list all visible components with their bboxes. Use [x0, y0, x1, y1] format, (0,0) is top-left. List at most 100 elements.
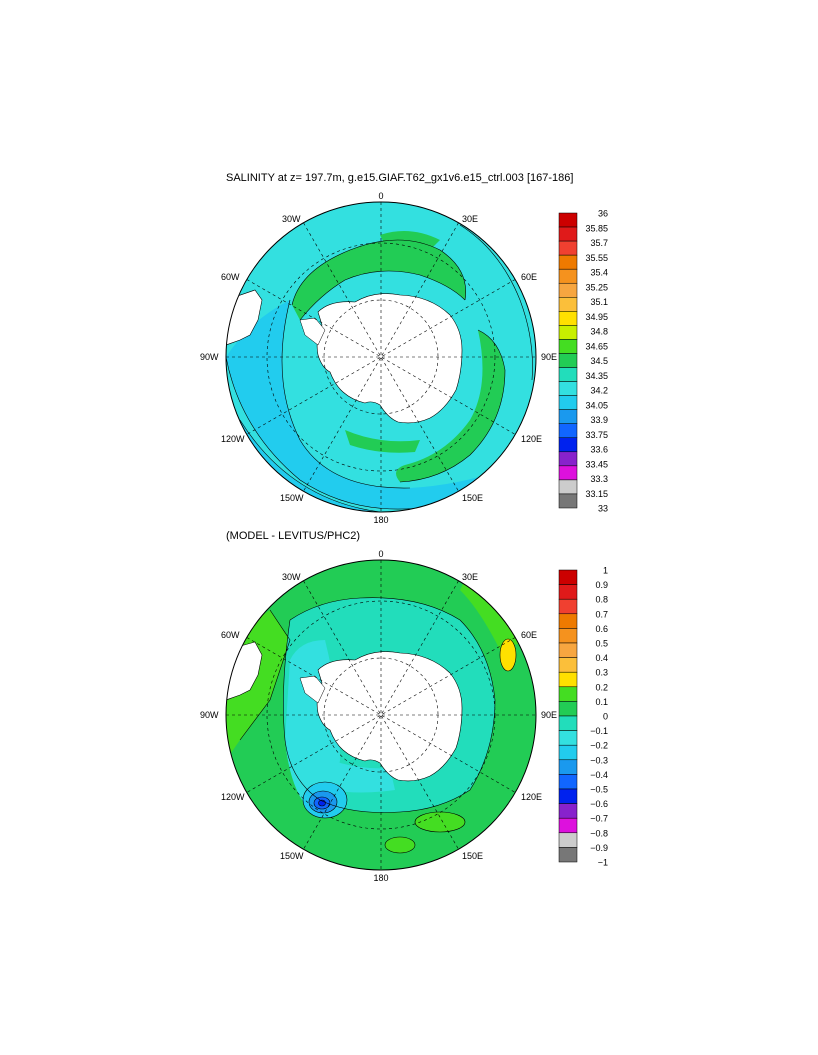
colorbar-swatch [558, 325, 578, 340]
graticule [226, 202, 536, 512]
acc-band-pacific [345, 430, 420, 453]
acc-band-atlantic [292, 240, 466, 320]
colorbar-tick-label: 0.9 [595, 580, 608, 590]
colorbar-swatch [558, 311, 578, 326]
colorbar-tick-label: 0.5 [595, 639, 608, 649]
colorbar-tick-label: 34.2 [590, 386, 608, 396]
lon-label: 90W [200, 352, 219, 362]
colorbar-tick-label: 34.35 [585, 371, 608, 381]
colorbar-tick-label: −0.1 [590, 726, 608, 736]
colorbar-swatch [558, 715, 578, 731]
colorbar-swatch [558, 353, 578, 368]
antarctic-peninsula [299, 317, 326, 346]
colorbar-tick-label: −0.5 [590, 785, 608, 795]
colorbar-tick-label: 35.85 [585, 223, 608, 233]
lon-label: 30E [462, 572, 478, 582]
negative-anomaly-ross [330, 760, 395, 793]
colorbar-swatch [558, 832, 578, 848]
colorbar-swatch [558, 297, 578, 312]
colorbar-swatch [558, 803, 578, 819]
colorbar-swatch [558, 381, 578, 396]
lon-label: 180 [373, 515, 388, 525]
colorbar-swatch [558, 584, 578, 600]
colorbar-tick-label: 34.5 [590, 356, 608, 366]
lon-label: 60W [221, 272, 240, 282]
colorbar-swatch [558, 817, 578, 834]
antarctica-land [316, 293, 463, 424]
antarctic-peninsula [299, 675, 326, 704]
colorbar-tick-label: −0.9 [590, 843, 608, 853]
colorbar-swatch [558, 701, 578, 717]
colorbar-swatch [558, 451, 578, 467]
colorbar-tick-label: −0.3 [590, 755, 608, 765]
colorbar-tick-label: 33.45 [585, 459, 608, 469]
colorbar-tick-label: 35.1 [590, 297, 608, 307]
acc-band-indian [396, 330, 505, 482]
lon-label: 60W [221, 630, 240, 640]
lon-label: 60E [521, 630, 537, 640]
lon-label: 0 [378, 549, 383, 559]
lon-label: 150E [462, 851, 483, 861]
colorbar-tick-label: 0.1 [595, 697, 608, 707]
colorbar-swatch [558, 254, 578, 270]
lon-label: 30E [462, 214, 478, 224]
colorbar-tick-label: 34.95 [585, 312, 608, 322]
colorbar-swatch [558, 613, 578, 629]
colorbar-swatch [558, 774, 578, 790]
colorbar-tick-label: −0.8 [590, 828, 608, 838]
lon-label: 150W [280, 851, 304, 861]
lon-label: 30W [282, 572, 301, 582]
map-title-salinity: SALINITY at z= 197.7m, g.e15.GIAF.T62_gx… [226, 172, 574, 184]
colorbar-tick-label: 33.3 [590, 474, 608, 484]
colorbar-tick-label: 0.8 [595, 595, 608, 605]
colorbar-tick-label: −0.4 [590, 770, 608, 780]
colorbar-swatch [558, 628, 578, 644]
lon-label: 90E [541, 710, 557, 720]
colorbar-swatch [558, 409, 578, 424]
colorbar-swatch [558, 686, 578, 702]
colorbar-tick-label: −0.2 [590, 741, 608, 751]
colorbar-tick-label: 36 [598, 209, 608, 219]
colorbar-swatch [558, 282, 578, 298]
colorbar-tick-label: 34.8 [590, 327, 608, 337]
colorbar-tick-label: 0.7 [595, 609, 608, 619]
colorbar-tick-label: −0.7 [590, 814, 608, 824]
colorbar-tick-label: 33.6 [590, 445, 608, 455]
antarctica-land [316, 651, 463, 782]
lon-label: 0 [378, 191, 383, 201]
colorbar-swatch [558, 367, 578, 382]
colorbar-tick-label: 1 [603, 566, 608, 576]
colorbar-swatch [558, 730, 578, 746]
low-salinity-band [226, 300, 500, 510]
lon-label: 120E [521, 434, 542, 444]
colorbar-swatch [558, 788, 578, 804]
colorbar-swatch [558, 339, 578, 354]
colorbar-tick-label: −0.6 [590, 799, 608, 809]
colorbar-tick-label: 0.4 [595, 653, 608, 663]
colorbar-swatch [558, 226, 578, 242]
colorbar-tick-label: 35.25 [585, 282, 608, 292]
colorbar-swatch [558, 598, 578, 615]
colorbar-tick-label: 0.6 [595, 624, 608, 634]
lon-label: 30W [282, 214, 301, 224]
colorbar-tick-label: 34.05 [585, 400, 608, 410]
positive-anomaly-south2 [385, 837, 415, 853]
colorbar-tick-label: 0.2 [595, 682, 608, 692]
lon-label: 120E [521, 792, 542, 802]
colorbar-tick-label: 34.65 [585, 341, 608, 351]
lon-label: 180 [373, 873, 388, 883]
salinity-map: 0 30E 60E 90E 120E 150E 180 150W 120W 90… [200, 191, 608, 525]
colorbar-swatch [558, 493, 578, 509]
colorbar-swatch [558, 212, 578, 228]
colorbar-tick-label: −1 [598, 858, 608, 868]
lon-label: 120W [221, 434, 245, 444]
lon-label: 120W [221, 792, 245, 802]
colorbar-tick-label: 0 [603, 712, 608, 722]
colorbar-tick-label: 33.75 [585, 430, 608, 440]
colorbar-swatch [558, 657, 578, 673]
colorbar-swatch [558, 642, 578, 658]
graticule [226, 560, 536, 870]
colorbar-swatch [558, 671, 578, 688]
colorbar-tick-label: 35.4 [590, 268, 608, 278]
colorbar-swatch [558, 759, 578, 775]
